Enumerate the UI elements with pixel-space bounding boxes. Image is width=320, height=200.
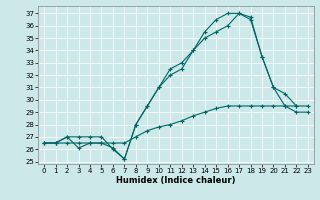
X-axis label: Humidex (Indice chaleur): Humidex (Indice chaleur) [116,176,236,185]
